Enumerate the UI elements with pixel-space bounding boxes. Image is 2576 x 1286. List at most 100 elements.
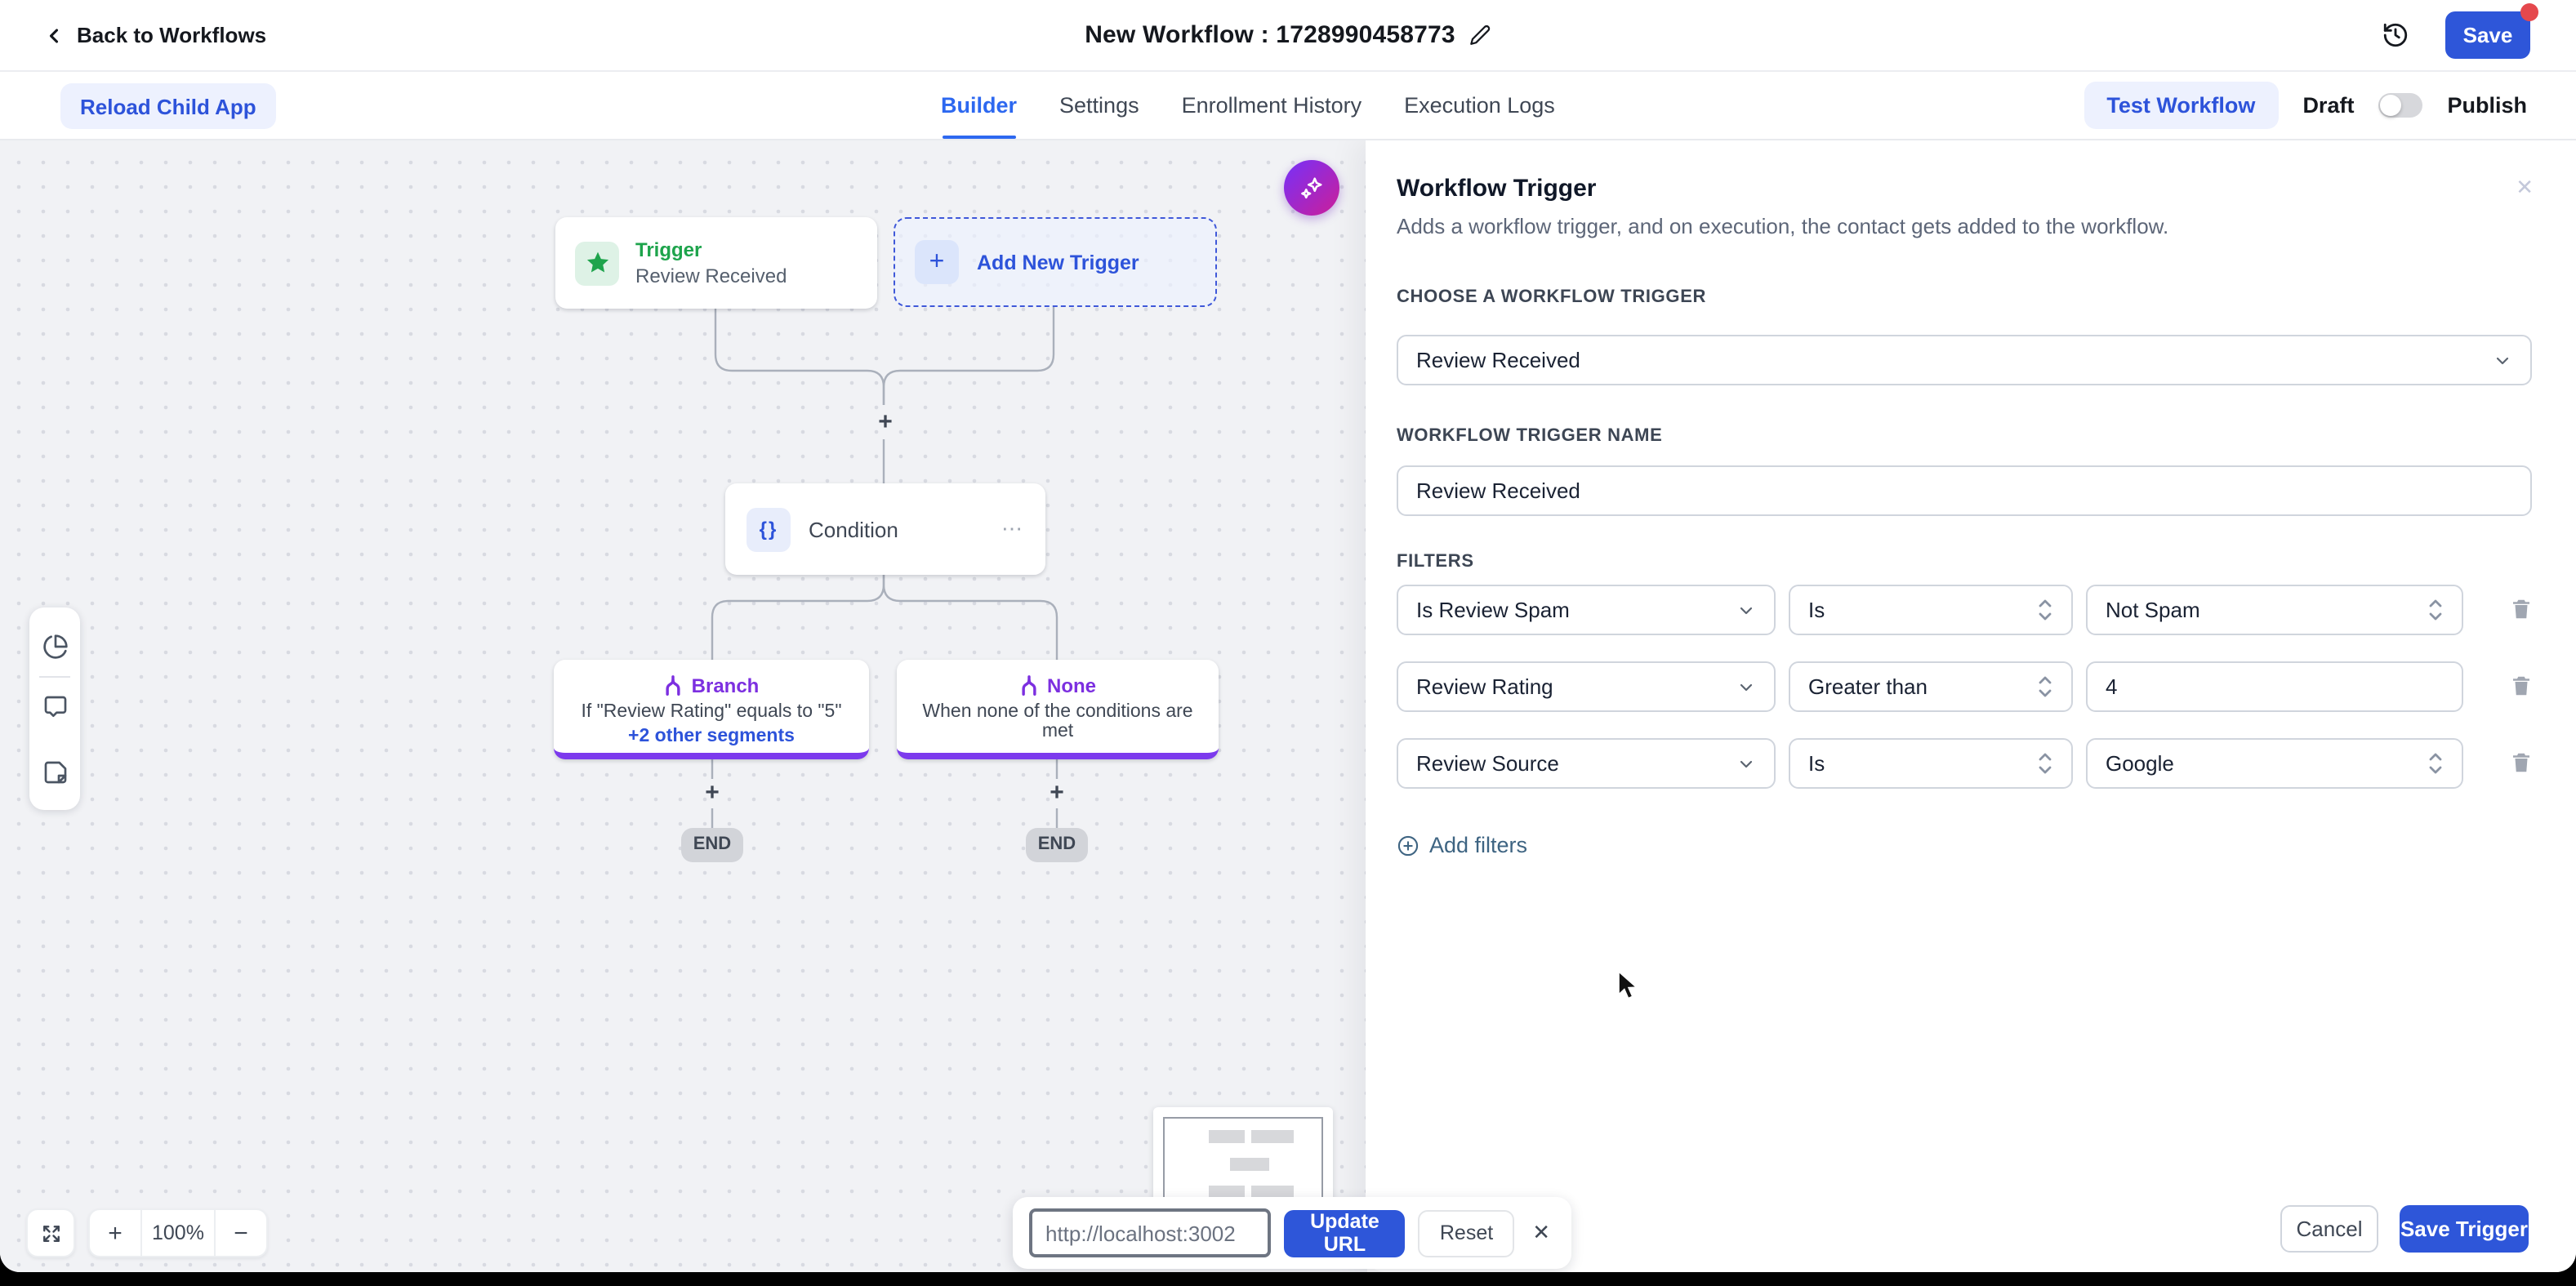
filter-value: Not Spam xyxy=(2106,598,2200,622)
notes-sticky-icon[interactable] xyxy=(29,748,80,797)
add-step-plus-branch[interactable]: + xyxy=(705,779,720,807)
close-url-bar-icon[interactable]: ✕ xyxy=(1532,1220,1550,1244)
choose-trigger-label: CHOOSE A WORKFLOW TRIGGER xyxy=(1397,287,1707,307)
tab-enrollment-history[interactable]: Enrollment History xyxy=(1181,93,1362,118)
chevron-left-icon xyxy=(42,24,65,47)
chevron-up-down-icon xyxy=(2427,751,2444,776)
test-workflow-button[interactable]: Test Workflow xyxy=(2084,82,2279,129)
filter-field-value: Is Review Spam xyxy=(1416,598,1570,622)
tab-builder[interactable]: Builder xyxy=(941,72,1017,139)
add-new-trigger-label: Add New Trigger xyxy=(977,251,1139,274)
workflow-canvas[interactable]: Trigger Review Received + Add New Trigge… xyxy=(0,140,1571,1272)
toggle-knob xyxy=(2380,95,2402,116)
panel-title: Workflow Trigger xyxy=(1397,175,1597,202)
edit-title-pencil-icon[interactable] xyxy=(1470,24,1491,46)
circle-plus-icon xyxy=(1397,834,1419,857)
branch-icon xyxy=(1019,674,1039,697)
filter-operator-select[interactable]: Greater than xyxy=(1789,661,2073,712)
save-button[interactable]: Save xyxy=(2445,3,2538,59)
trigger-type-value: Review Received xyxy=(1416,348,1580,372)
delete-filter-icon[interactable] xyxy=(2509,750,2537,777)
filter-value-select[interactable]: Google xyxy=(2086,738,2463,789)
delete-filter-icon[interactable] xyxy=(2509,673,2537,701)
filter-operator-select[interactable]: Is xyxy=(1789,585,2073,635)
branch-condition-text: If "Review Rating" equals to "5" xyxy=(581,702,842,722)
back-to-workflows-button[interactable]: Back to Workflows xyxy=(42,23,266,47)
filter-value: 4 xyxy=(2106,674,2118,699)
comments-chat-icon[interactable] xyxy=(29,683,80,732)
chevron-down-icon xyxy=(1736,754,1756,773)
filter-field-select[interactable]: Review Source xyxy=(1397,738,1776,789)
chevron-up-down-icon xyxy=(2037,751,2053,776)
dev-url-bar: Update URL Reset ✕ xyxy=(1013,1197,1571,1269)
trigger-name-input[interactable] xyxy=(1397,465,2532,516)
filter-value-select[interactable]: Not Spam xyxy=(2086,585,2463,635)
filter-operator-value: Greater than xyxy=(1808,674,1928,699)
branch-more-segments-link[interactable]: +2 other segments xyxy=(628,727,795,746)
filters-label: FILTERS xyxy=(1397,552,1474,572)
back-label: Back to Workflows xyxy=(77,23,267,47)
trigger-type-select[interactable]: Review Received xyxy=(1397,335,2532,385)
close-panel-icon[interactable]: ✕ xyxy=(2516,175,2534,199)
workflow-title: New Workflow : 1728990458773 xyxy=(1085,21,1455,49)
condition-label: Condition xyxy=(809,517,898,541)
add-filters-label: Add filters xyxy=(1429,833,1528,857)
plus-icon: + xyxy=(915,240,959,284)
tab-settings[interactable]: Settings xyxy=(1059,93,1139,118)
publish-label: Publish xyxy=(2447,93,2527,118)
condition-node[interactable]: {} Condition ⋯ xyxy=(725,483,1045,575)
save-label: Save xyxy=(2462,23,2513,47)
url-input[interactable] xyxy=(1029,1208,1271,1257)
canvas-side-toolbar xyxy=(29,607,80,810)
add-step-plus-none[interactable]: + xyxy=(1050,779,1064,807)
trigger-node[interactable]: Trigger Review Received xyxy=(555,217,877,309)
reset-url-button[interactable]: Reset xyxy=(1418,1209,1515,1257)
update-url-button[interactable]: Update URL xyxy=(1284,1209,1406,1257)
none-condition-text: When none of the conditions are met xyxy=(922,702,1193,741)
filter-field-select[interactable]: Review Rating xyxy=(1397,661,1776,712)
add-step-plus-top[interactable]: + xyxy=(878,408,893,436)
fit-view-button[interactable] xyxy=(26,1208,75,1257)
branch-title: Branch xyxy=(691,674,760,697)
tab-execution-logs[interactable]: Execution Logs xyxy=(1404,93,1555,118)
trigger-kind-label: Trigger xyxy=(635,238,702,261)
version-history-clock-icon[interactable] xyxy=(2382,21,2409,49)
save-trigger-button[interactable]: Save Trigger xyxy=(2400,1205,2529,1253)
condition-menu-icon[interactable]: ⋯ xyxy=(1001,516,1024,541)
add-new-trigger-button[interactable]: + Add New Trigger xyxy=(894,217,1217,307)
top-header: Back to Workflows New Workflow : 1728990… xyxy=(0,0,2576,72)
filter-operator-select[interactable]: Is xyxy=(1789,738,2073,789)
trigger-name-label: Review Received xyxy=(635,265,787,287)
unsaved-changes-dot xyxy=(2520,3,2538,21)
chevron-up-down-icon xyxy=(2427,598,2444,622)
divider xyxy=(39,676,70,678)
zoom-in-button[interactable]: + xyxy=(108,1219,123,1247)
cancel-button[interactable]: Cancel xyxy=(2280,1205,2378,1253)
zoom-out-button[interactable]: − xyxy=(234,1219,248,1247)
braces-icon: {} xyxy=(747,507,791,551)
tab-bar: Builder Settings Enrollment History Exec… xyxy=(941,72,1555,139)
none-branch-node[interactable]: None When none of the conditions are met xyxy=(897,660,1219,759)
filter-value-input[interactable]: 4 xyxy=(2086,661,2463,712)
filter-operator-value: Is xyxy=(1808,598,1825,622)
chevron-up-down-icon xyxy=(2037,598,2053,622)
trigger-star-icon xyxy=(575,241,619,285)
ai-assistant-button[interactable] xyxy=(1284,160,1339,216)
end-marker-none: END xyxy=(1026,828,1088,862)
filter-field-select[interactable]: Is Review Spam xyxy=(1397,585,1776,635)
draft-publish-toggle[interactable] xyxy=(2378,93,2423,118)
chevron-down-icon xyxy=(1736,600,1756,620)
reload-child-app-button[interactable]: Reload Child App xyxy=(60,83,276,129)
add-filters-link[interactable]: Add filters xyxy=(1397,833,1527,857)
branch-node[interactable]: Branch If "Review Rating" equals to "5" … xyxy=(554,660,869,759)
trigger-name-label: WORKFLOW TRIGGER NAME xyxy=(1397,426,1663,446)
chevron-down-icon xyxy=(1736,677,1756,696)
delete-filter-icon[interactable] xyxy=(2509,596,2537,624)
chevron-up-down-icon xyxy=(2037,674,2053,699)
stats-pie-chart-icon[interactable] xyxy=(29,622,80,671)
branch-icon xyxy=(664,674,684,697)
workflow-toolbar: Reload Child App Builder Settings Enroll… xyxy=(0,72,2576,140)
filter-operator-value: Is xyxy=(1808,751,1825,776)
